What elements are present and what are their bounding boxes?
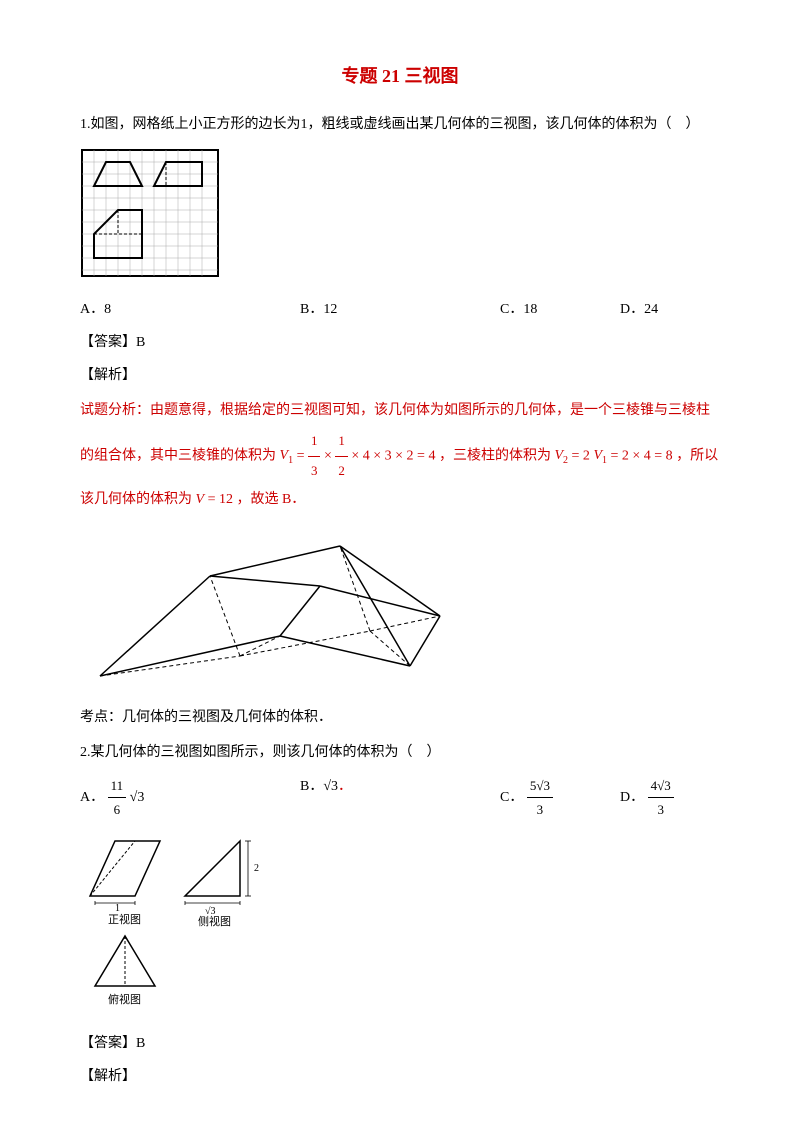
analysis-text-2: × 4 × 3 × 2 = 4 ，三棱柱的体积为 [351, 448, 554, 463]
q1-figure [80, 148, 720, 287]
q1-options: A．8 B．12 C．18 D．24 [80, 297, 720, 322]
q1-option-d: D．24 [620, 297, 720, 322]
q1-text: 1.如图，网格纸上小正方形的边长为1，粗线或虚线画出某几何体的三视图，该几何体的… [80, 112, 720, 137]
eq1: = [297, 448, 308, 463]
analysis-text-4: = 12 ，故选 B． [208, 492, 306, 507]
frac-1-3: 13 [308, 427, 321, 485]
q1-topic: 考点：几何体的三视图及几何体的体积． [80, 705, 720, 730]
q1-option-b: B．12 [300, 297, 500, 322]
page-title: 专题 21 三视图 [80, 60, 720, 92]
v1b-var: V1 [593, 448, 607, 463]
svg-text:侧视图: 侧视图 [198, 914, 231, 928]
svg-text:1: 1 [115, 903, 120, 914]
q1-answer: 【答案】B [80, 330, 720, 355]
times1: × [324, 448, 335, 463]
v1-var: V1 [280, 448, 294, 463]
q1-solid-figure [80, 526, 720, 695]
vf-var: V [196, 492, 205, 507]
svg-text:俯视图: 俯视图 [108, 992, 141, 1006]
q1-analysis-label: 【解析】 [80, 363, 720, 388]
q1-analysis: 试题分析：由题意得，根据给定的三视图可知，该几何体为如图所示的几何体，是一个三棱… [80, 396, 720, 516]
eq2: = 2 [572, 448, 590, 463]
q2-option-c: C． 5√33 [500, 774, 620, 822]
q1-option-a: A．8 [80, 297, 300, 322]
q2-analysis-label: 【解析】 [80, 1064, 720, 1089]
q2-option-a: A． 116 √3 [80, 774, 300, 822]
q2-option-b: B．√3． [300, 774, 500, 822]
svg-text:2: 2 [254, 863, 259, 874]
q2-option-d: D． 4√33 [620, 774, 720, 822]
q2-options: A． 116 √3 B．√3． C． 5√33 D． 4√33 [80, 774, 720, 822]
q2-answer: 【答案】B [80, 1031, 720, 1056]
q2-text: 2.某几何体的三视图如图所示，则该几何体的体积为（ ） [80, 740, 720, 765]
svg-text:正视图: 正视图 [108, 912, 141, 926]
q1-option-c: C．18 [500, 297, 620, 322]
frac-1-2: 12 [335, 427, 348, 485]
q2-figure: 1 正视图 2 √3 侧视图 俯视图 [80, 831, 720, 1020]
v2-var: V2 [554, 448, 568, 463]
